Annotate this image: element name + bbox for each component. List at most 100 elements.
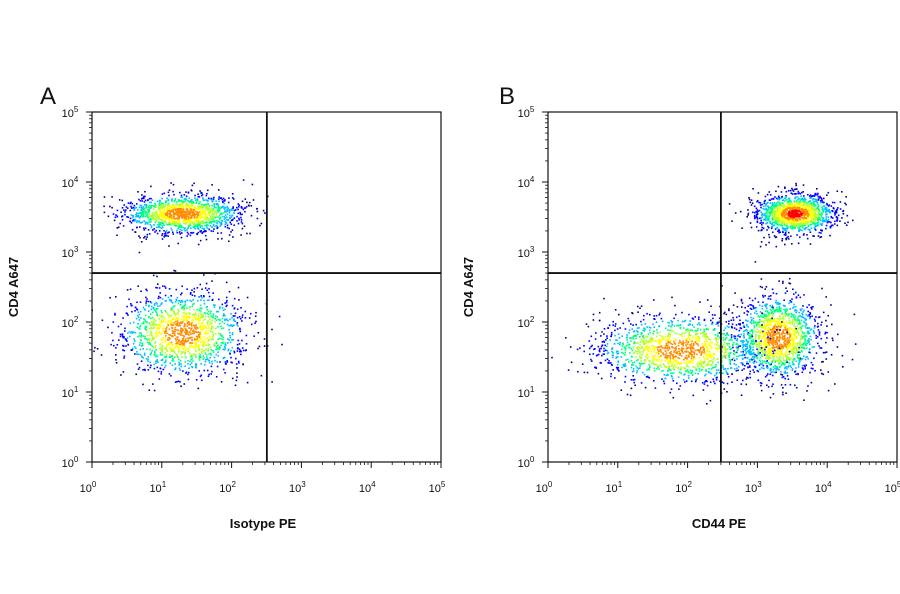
event-dot [161,346,163,349]
event-dot [136,353,139,355]
event-dot [764,317,766,320]
event-dot [226,205,228,208]
event-dot [167,217,169,219]
event-dot [147,208,149,211]
event-dot [190,300,193,303]
event-dot [767,208,769,211]
event-dot [168,328,171,331]
event-dot [206,289,209,291]
event-dot [209,221,212,223]
event-dot [194,295,196,297]
event-dot [181,203,183,206]
event-dot [219,334,222,337]
event-dot [170,343,173,346]
event-dot [202,341,204,343]
event-dot [149,366,152,369]
event-dot [142,369,144,371]
event-dot [812,222,815,225]
event-dot [147,369,150,371]
event-dot [208,211,210,214]
event-dot [799,314,801,317]
event-dot [198,309,201,311]
event-dot [175,313,178,315]
event-dot [209,346,212,349]
event-dot [195,317,198,319]
event-dot [159,205,161,208]
event-dot [161,238,164,240]
event-dot [183,194,186,196]
event-dot [206,192,208,195]
event-dot [190,205,192,207]
event-dot [818,213,821,215]
event-dot [199,190,201,192]
event-dot [780,224,782,226]
event-dot [792,190,795,192]
event-dot [796,343,799,345]
event-dot [155,229,157,232]
event-dot [175,321,177,323]
event-dot [172,331,175,333]
event-dot [807,193,809,196]
event-dot [764,333,767,335]
event-dot [177,341,179,343]
event-dot [771,223,773,226]
event-dot [145,300,148,302]
event-dot [774,196,776,198]
event-dot [199,210,202,212]
event-dot [817,322,819,325]
event-dot [776,360,779,362]
event-dot [775,236,778,238]
event-dot [161,311,163,314]
event-dot [239,328,241,331]
event-dot [152,346,155,348]
event-dot [184,352,186,354]
event-dot [140,336,142,338]
event-dot [138,344,141,346]
event-dot [763,331,766,333]
event-dot [181,343,183,345]
event-dot [827,371,830,373]
event-dot [759,285,762,288]
event-dot [150,197,152,200]
event-dot [206,223,208,226]
event-dot [156,307,159,310]
event-dot [241,347,244,349]
event-dot [168,194,170,197]
event-dot [204,203,207,206]
event-dot [197,206,200,209]
event-dot [826,204,828,206]
event-dot [155,216,158,219]
event-dot [145,325,148,328]
event-dot [158,218,160,220]
event-dot [160,302,163,305]
event-dot [767,327,770,329]
event-dot [798,192,800,194]
event-dot [236,323,238,326]
event-dot [761,229,763,231]
event-dot [232,339,235,341]
event-dot [211,200,214,203]
event-dot [226,224,229,227]
event-dot [806,210,809,212]
event-dot [730,336,733,338]
event-dot [222,309,225,312]
event-dot [183,309,185,311]
event-dot [740,298,743,301]
event-dot [222,338,224,341]
event-dot [775,333,777,335]
event-dot [155,307,158,310]
event-dot [760,221,763,224]
event-dot [778,334,781,337]
event-dot [220,337,223,340]
event-dot [816,336,819,338]
event-dot [183,319,185,321]
event-dot [214,211,217,213]
event-dot [798,218,801,220]
event-dot [142,206,145,208]
event-dot [138,235,140,237]
event-dot [179,228,182,231]
event-dot [761,216,764,218]
event-dot [184,210,186,213]
event-dot [260,374,263,377]
event-dot [195,318,198,321]
